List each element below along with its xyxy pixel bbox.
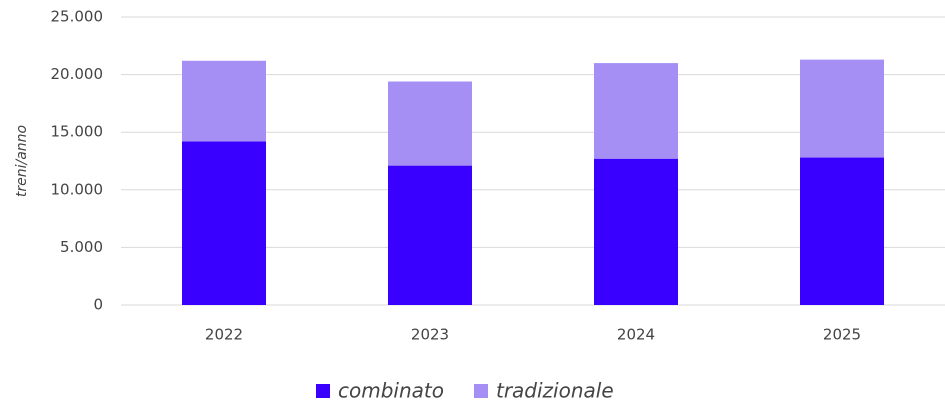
legend-swatch: [473, 384, 488, 398]
y-tick-label: 25.000: [51, 8, 104, 26]
bar-segment: [800, 157, 884, 305]
bar-segment: [182, 60, 266, 142]
bar-segment: [800, 59, 884, 158]
bar-segment: [388, 81, 472, 166]
y-tick-label: 5.000: [60, 238, 103, 256]
bar-segment: [182, 141, 266, 305]
y-axis-label: treni/anno: [14, 125, 30, 197]
x-tick-label: 2023: [411, 326, 449, 344]
x-tick-label: 2024: [617, 326, 655, 344]
y-tick-label: 15.000: [51, 123, 104, 141]
x-tick-label: 2022: [205, 326, 243, 344]
y-tick-label: 0: [93, 296, 103, 314]
legend-label: combinato: [338, 379, 444, 403]
bar-segment: [594, 63, 678, 159]
bar-segment: [388, 165, 472, 305]
x-tick-label: 2025: [823, 326, 861, 344]
bar-segment: [594, 158, 678, 305]
legend-label: tradizionale: [496, 379, 614, 403]
legend-swatch: [316, 384, 330, 398]
y-tick-label: 20.000: [51, 65, 104, 83]
y-tick-label: 10.000: [51, 180, 104, 198]
